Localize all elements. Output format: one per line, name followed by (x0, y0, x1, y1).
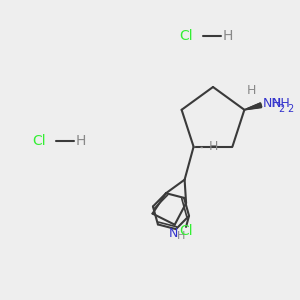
Polygon shape (244, 103, 262, 110)
Text: 2: 2 (278, 103, 285, 114)
Text: NH: NH (263, 97, 282, 110)
Text: H: H (223, 29, 233, 43)
Text: Cl: Cl (32, 134, 46, 148)
Polygon shape (244, 103, 262, 110)
Text: H: H (247, 84, 256, 97)
Text: H: H (177, 231, 185, 241)
Text: H: H (208, 140, 218, 153)
Text: Cl: Cl (179, 29, 193, 43)
Text: NH: NH (272, 97, 290, 110)
Text: 2: 2 (287, 104, 293, 114)
Text: H: H (76, 134, 86, 148)
Text: N: N (169, 226, 178, 240)
Text: Cl: Cl (179, 224, 193, 239)
